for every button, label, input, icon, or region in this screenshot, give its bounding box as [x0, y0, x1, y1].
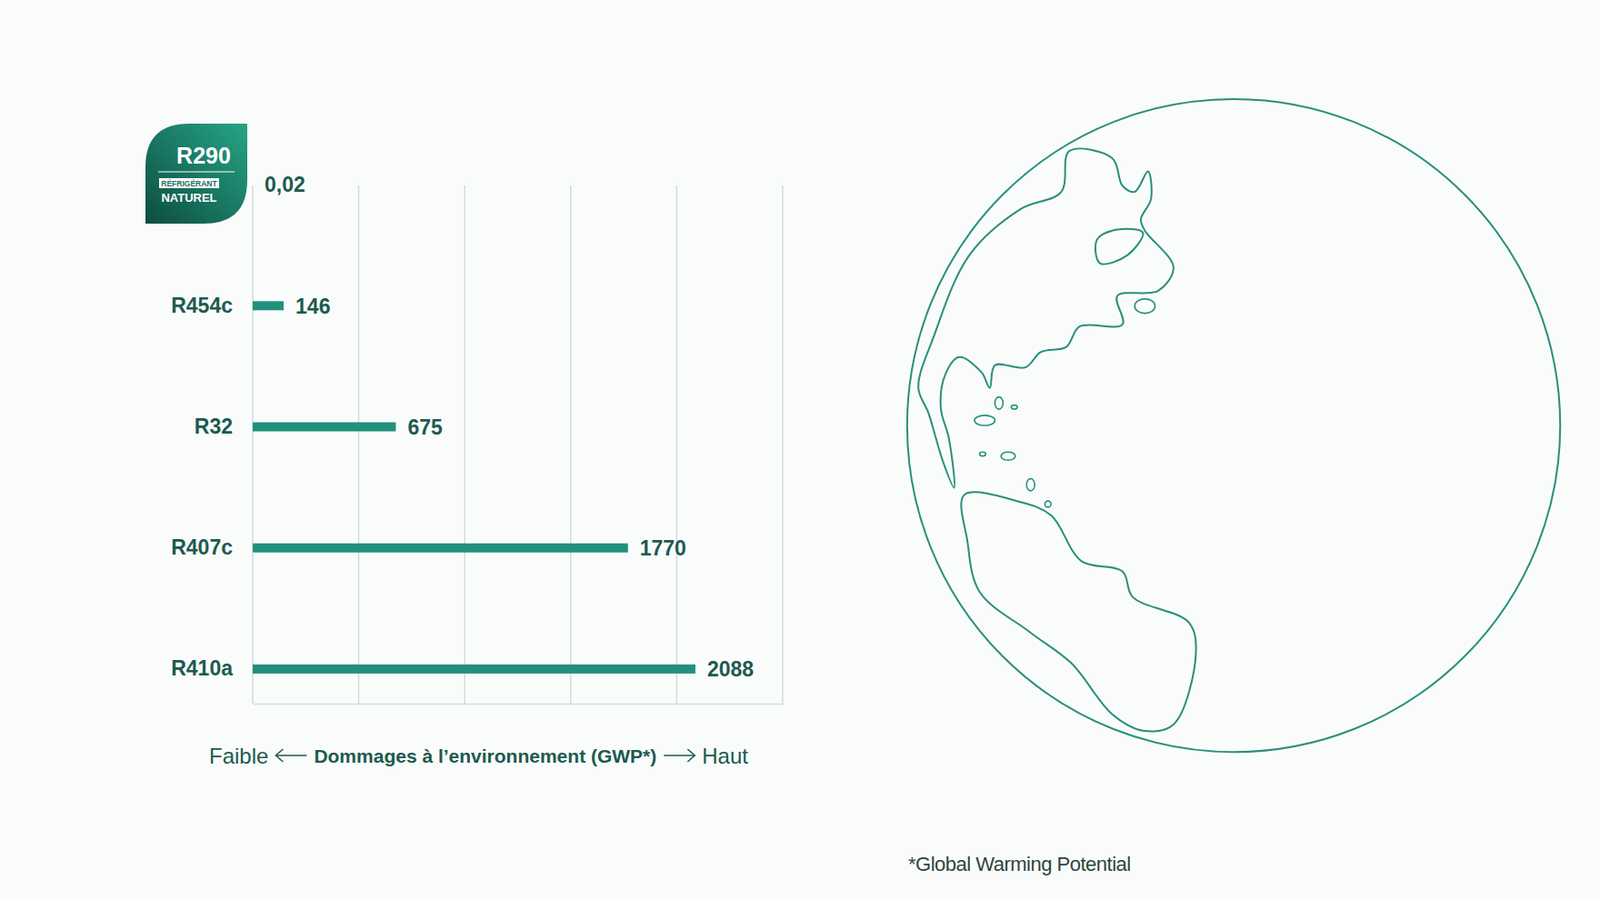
badge-shape — [145, 123, 248, 224]
data-labels: 0,02 146 675 1770 2088 — [264, 172, 754, 681]
bar — [252, 422, 396, 432]
y-axis: R454c R32 R407c R410a — [170, 184, 253, 680]
y-tick: R407c — [170, 535, 253, 560]
bar — [252, 543, 629, 553]
x-axis — [253, 703, 784, 706]
category-label: R290 — [176, 142, 231, 169]
data-label: 146 — [295, 294, 330, 319]
arrow-head — [687, 749, 695, 762]
continent — [918, 148, 1174, 488]
bar — [252, 664, 696, 674]
category-label: R410a — [170, 656, 233, 680]
axis-end-label: Haut — [701, 743, 749, 769]
y-tick: R454c — [170, 293, 253, 318]
data-label: 675 — [407, 415, 443, 440]
arrow-line — [663, 754, 695, 757]
axis-end-label: Faible — [209, 743, 269, 769]
island — [1010, 405, 1018, 410]
grid-line — [676, 185, 679, 704]
data-label: 1770 — [640, 536, 687, 560]
badge-tag — [159, 178, 220, 189]
x-axis-title: Faible Dommages à l’environnement (GWP*) H… — [209, 743, 749, 769]
island — [1134, 299, 1155, 314]
bar — [252, 180, 254, 190]
grid-line — [570, 185, 572, 704]
continent — [960, 491, 1196, 731]
island — [980, 451, 987, 456]
badge-text: RÉFRIGÉRANT — [160, 179, 218, 189]
globe-outline — [907, 99, 1560, 752]
arrow — [275, 749, 307, 762]
grid — [252, 185, 783, 704]
grid-line — [358, 185, 360, 704]
badge-text: NATUREL — [160, 190, 217, 205]
category-label: R32 — [194, 414, 233, 439]
axis-title: Dommages à l’environnement (GWP*) — [313, 745, 657, 767]
continent — [1095, 229, 1143, 265]
island — [974, 415, 995, 426]
island — [1044, 500, 1051, 508]
y-tick: R32 — [194, 414, 253, 439]
grid-line — [463, 185, 466, 704]
grid-line — [251, 185, 254, 704]
category-label: R454c — [170, 293, 233, 318]
bars — [252, 180, 696, 674]
island — [994, 397, 1003, 410]
data-label: 2088 — [707, 657, 754, 681]
badge: R290 RÉFRIGÉRANTNATUREL — [145, 123, 248, 224]
bar — [252, 300, 284, 310]
arrow — [663, 749, 695, 762]
continents — [918, 148, 1196, 731]
arrow-line — [275, 754, 307, 757]
category-label: R407c — [170, 535, 233, 560]
x-axis-line — [253, 703, 784, 706]
data-label: 0,02 — [264, 172, 306, 197]
chart: R454c R32 R407c R410a 0,02 146 675 1770 2088 R290… — [0, 0, 1600, 900]
island — [1026, 478, 1035, 490]
y-tick: R410a — [170, 656, 253, 680]
arrow-head — [275, 749, 283, 762]
grid-line — [781, 185, 784, 704]
badge-rule — [158, 170, 235, 172]
footnote: *Global Warming Potential — [908, 852, 1131, 876]
globe — [907, 99, 1560, 752]
island — [1000, 451, 1016, 460]
